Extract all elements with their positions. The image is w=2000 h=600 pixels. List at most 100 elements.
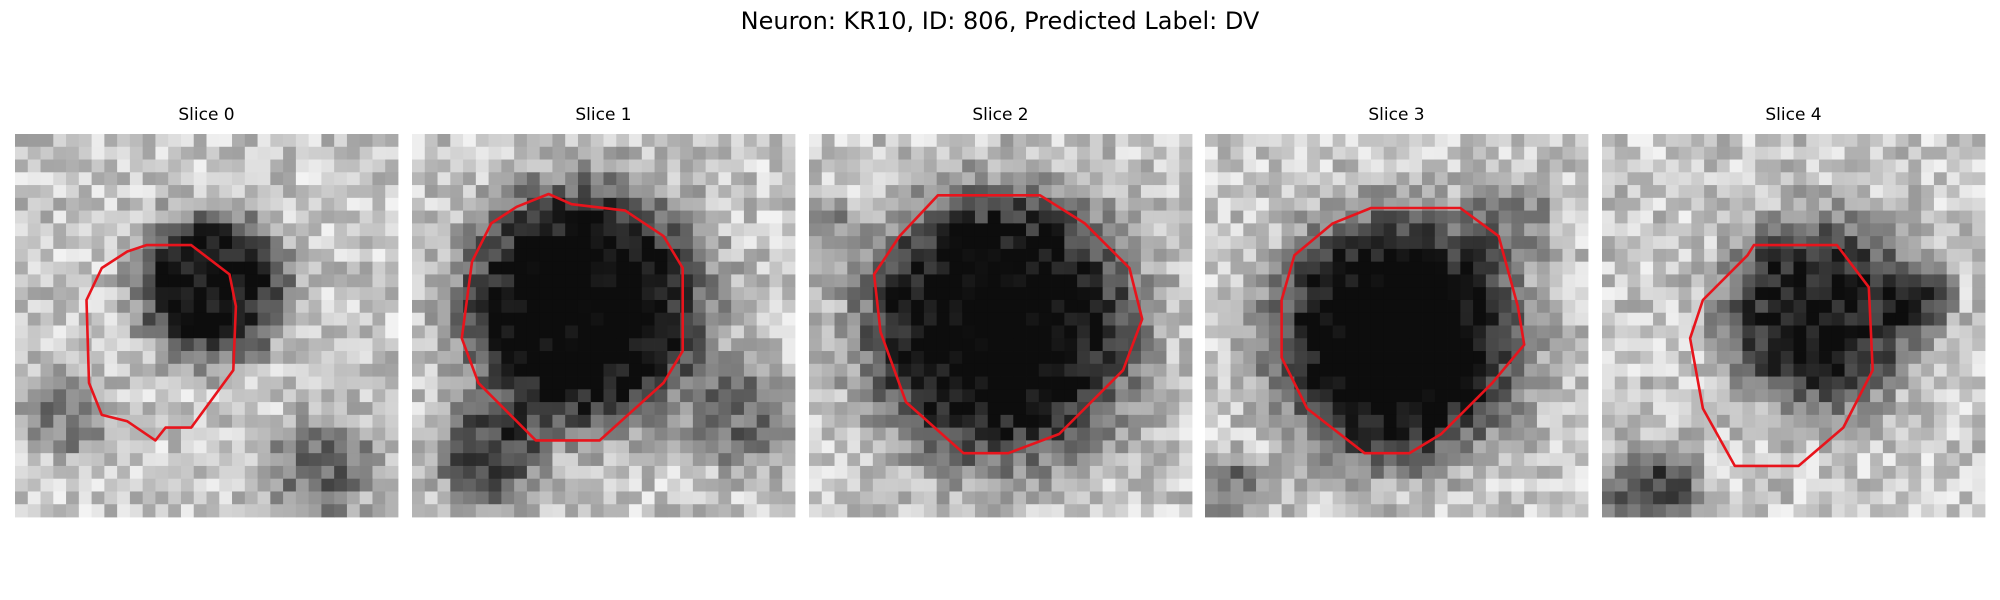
pixel: [872, 453, 886, 467]
pixel: [463, 376, 477, 390]
pixel: [885, 478, 899, 492]
pixel: [308, 223, 322, 237]
pixel: [437, 299, 451, 314]
pixel: [1256, 223, 1270, 237]
pixel: [1243, 478, 1257, 492]
pixel: [1946, 299, 1960, 314]
pixel: [1665, 363, 1679, 377]
pixel: [1077, 453, 1091, 467]
pixel: [1959, 491, 1973, 505]
pixel: [180, 504, 195, 518]
pixel: [962, 376, 976, 390]
pixel: [206, 414, 220, 429]
pixel: [1716, 453, 1731, 467]
pixel: [1755, 402, 1769, 416]
pixel: [91, 172, 105, 186]
pixel: [1268, 440, 1282, 454]
pixel: [1000, 299, 1014, 314]
pixel: [412, 491, 426, 505]
pixel: [117, 402, 131, 416]
pixel: [885, 134, 899, 148]
pixel: [1767, 185, 1782, 199]
pixel: [616, 274, 630, 288]
pixel: [847, 299, 861, 314]
pixel: [1473, 274, 1487, 288]
pixel: [321, 504, 335, 518]
pixel: [1434, 478, 1448, 492]
pixel: [1665, 440, 1679, 454]
pixel: [1857, 325, 1871, 339]
pixel: [104, 376, 118, 390]
pixel: [834, 248, 848, 263]
pixel: [1524, 210, 1538, 224]
pixel: [1128, 402, 1142, 416]
pixel: [1473, 363, 1487, 377]
pixel: [603, 325, 617, 339]
pixel: [27, 465, 41, 480]
pixel: [1793, 197, 1807, 211]
pixel: [847, 261, 861, 275]
pixel: [641, 197, 655, 211]
pixel: [809, 299, 823, 314]
pixel: [1921, 478, 1935, 492]
pixel: [756, 299, 770, 314]
pixel: [1653, 210, 1667, 224]
pixel: [334, 312, 348, 326]
pixel: [1460, 389, 1474, 403]
pixel: [1511, 478, 1525, 492]
pixel: [577, 338, 592, 352]
pixel: [1870, 453, 1884, 467]
pixel: [705, 478, 719, 492]
pixel: [1038, 159, 1052, 173]
pixel: [923, 223, 938, 237]
pixel: [987, 351, 1001, 365]
pixel: [1806, 440, 1820, 454]
pixel: [552, 414, 566, 429]
pixel: [782, 465, 796, 480]
pixel: [168, 185, 182, 199]
pixel: [1908, 197, 1922, 211]
pixel: [1345, 376, 1359, 390]
pixel: [821, 146, 835, 160]
pixel: [412, 210, 426, 224]
pixel: [1307, 338, 1321, 352]
pixel: [1319, 172, 1334, 186]
pixel: [1230, 185, 1244, 199]
pixel: [539, 312, 553, 326]
pixel: [629, 134, 643, 148]
pixel: [1370, 287, 1385, 301]
pixel: [1959, 223, 1973, 237]
pixel: [731, 491, 745, 505]
pixel: [1972, 197, 1986, 211]
pixel: [193, 312, 207, 326]
pixel: [1729, 478, 1743, 492]
pixel: [743, 223, 758, 237]
pixel: [923, 351, 938, 365]
pixel: [1102, 159, 1116, 173]
pixel: [1345, 453, 1359, 467]
pixel: [1013, 261, 1027, 275]
pixel: [974, 274, 989, 288]
pixel: [1562, 197, 1576, 211]
pixel: [514, 376, 528, 390]
pixel: [923, 274, 938, 288]
pixel: [1383, 146, 1397, 160]
pixel: [1243, 223, 1257, 237]
pixel: [974, 338, 989, 352]
pixel: [1831, 261, 1845, 275]
pixel: [295, 287, 310, 301]
pixel: [1857, 402, 1871, 416]
pixel: [847, 402, 861, 416]
pixel: [437, 427, 451, 441]
pixel: [168, 146, 182, 160]
pixel: [1358, 146, 1372, 160]
pixel: [1602, 223, 1616, 237]
pixel: [346, 287, 361, 301]
pixel: [629, 146, 643, 160]
pixel: [1665, 465, 1679, 480]
pixel: [334, 427, 348, 441]
pixel: [667, 312, 681, 326]
pixel: [1627, 338, 1641, 352]
pixel: [552, 210, 566, 224]
